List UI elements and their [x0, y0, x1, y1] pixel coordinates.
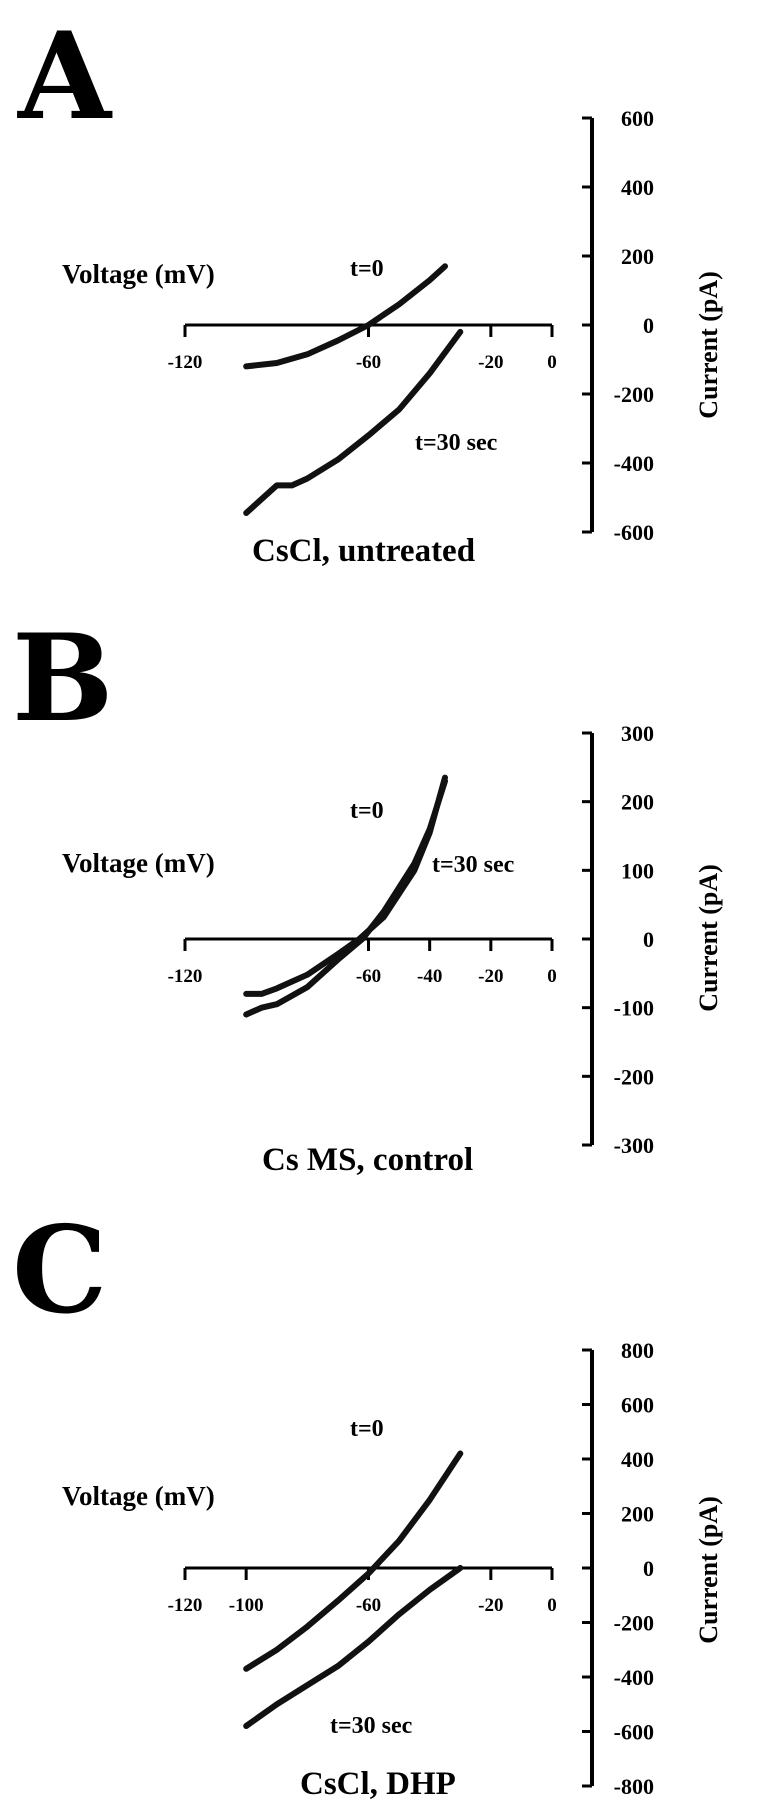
y-tick-label: 400 [621, 1447, 654, 1472]
panel-a-series [243, 263, 464, 516]
y-tick-label: -200 [614, 382, 654, 407]
panel-a-xlabel: Voltage (mV) [62, 259, 215, 289]
series-line-0 [243, 263, 448, 370]
series-line-0 [243, 1450, 464, 1672]
panel-a: A Voltage (mV) CsCl, untreated t=0 t=30 … [17, 6, 723, 569]
panel-c-y-ticks: 800 600 400 200 0 -200 -400 -600 -800 [582, 1338, 654, 1799]
panel-c-letter: C [12, 1200, 108, 1341]
x-tick-label: -60 [356, 966, 381, 987]
panel-b-ylabel: Current (pA) [694, 864, 723, 1012]
y-tick-label: 0 [643, 313, 654, 338]
y-tick-label: 200 [621, 1502, 654, 1527]
panel-c-xlabel: Voltage (mV) [62, 1481, 215, 1511]
x-tick-label: -120 [168, 966, 203, 987]
panel-a-letter: A [17, 6, 113, 147]
x-tick-label: -20 [478, 966, 503, 987]
panel-a-series-label-1: t=30 sec [415, 430, 498, 456]
y-tick-label: 800 [621, 1338, 654, 1363]
panel-b-axes [185, 733, 594, 1145]
x-tick-label: -120 [168, 1595, 203, 1616]
y-tick-label: 600 [621, 106, 654, 131]
y-tick-label: 400 [621, 175, 654, 200]
x-tick-label: -40 [417, 966, 442, 987]
y-tick-label: 300 [621, 721, 654, 746]
x-tick-label: 0 [547, 1595, 557, 1616]
y-tick-label: 0 [643, 1556, 654, 1581]
x-tick-label: -20 [478, 1595, 503, 1616]
y-tick-label: -200 [614, 1064, 654, 1089]
panel-a-axes [185, 118, 594, 532]
y-tick-label: 200 [621, 790, 654, 815]
panel-b-letter: B [12, 608, 113, 749]
x-tick-label: -20 [478, 352, 503, 373]
panel-b-series [243, 774, 448, 1018]
y-tick-label: 0 [643, 927, 654, 952]
y-tick-label: -400 [614, 1665, 654, 1690]
panel-c-caption: CsCl, DHP [300, 1766, 456, 1800]
y-tick-label: -600 [614, 520, 654, 545]
panel-b-y-ticks: 300 200 100 0 -100 -200 -300 [582, 721, 654, 1158]
panel-b-caption: Cs MS, control [262, 1142, 473, 1178]
panel-a-y-ticks: 600 400 200 0 -200 -400 -600 [582, 106, 654, 545]
x-tick-label: -100 [229, 1595, 264, 1616]
panel-c: C Voltage (mV) CsCl, DHP t=0 t=30 sec Cu… [12, 1200, 723, 1800]
series-line-1 [243, 328, 464, 516]
y-tick-label: -800 [614, 1774, 654, 1799]
y-tick-label: 200 [621, 244, 654, 269]
y-tick-label: 100 [621, 858, 654, 883]
panel-c-series [243, 1450, 464, 1729]
y-tick-label: -300 [614, 1133, 654, 1158]
x-tick-label: -120 [168, 352, 203, 373]
panel-a-ylabel: Current (pA) [694, 271, 723, 419]
panel-b-series-label-0: t=0 [350, 798, 384, 824]
panel-c-series-label-0: t=0 [350, 1416, 384, 1442]
series-line-1 [243, 778, 448, 1018]
panel-c-series-label-1: t=30 sec [330, 1713, 413, 1739]
panel-b-xlabel: Voltage (mV) [62, 848, 215, 878]
panel-b-series-label-1: t=30 sec [432, 852, 515, 878]
x-tick-label: -60 [356, 352, 381, 373]
panel-a-series-label-0: t=0 [350, 256, 384, 282]
panel-b-x-ticks: -120 -60 -40 -20 0 [168, 939, 557, 987]
y-tick-label: -400 [614, 451, 654, 476]
y-tick-label: -100 [614, 996, 654, 1021]
x-tick-label: -60 [356, 1595, 381, 1616]
panel-a-caption: CsCl, untreated [252, 533, 475, 569]
series-line-1 [243, 1565, 464, 1729]
panel-c-ylabel: Current (pA) [694, 1496, 723, 1644]
y-tick-label: -600 [614, 1720, 654, 1745]
series-line-0 [243, 774, 448, 997]
y-tick-label: -200 [614, 1611, 654, 1636]
x-tick-label: 0 [547, 966, 557, 987]
y-tick-label: 600 [621, 1393, 654, 1418]
panel-a-x-ticks: -120 -60 -20 0 [168, 325, 557, 373]
panel-c-x-ticks: -120 -100 -60 -20 0 [168, 1568, 557, 1616]
x-tick-label: 0 [547, 352, 557, 373]
panel-b: B Voltage (mV) Cs MS, control t=0 t=30 s… [12, 608, 723, 1178]
